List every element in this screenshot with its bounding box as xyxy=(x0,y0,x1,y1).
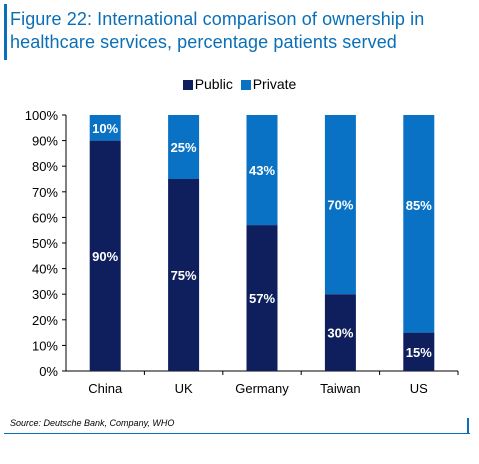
legend-label-public: Public xyxy=(194,76,233,92)
bar-public-us xyxy=(403,332,435,371)
bar-private-taiwan xyxy=(324,115,356,295)
data-label-public-uk: 75% xyxy=(171,268,197,283)
source-note: Source: Deutsche Bank, Company, WHO xyxy=(10,418,175,428)
data-label-public-china: 90% xyxy=(92,249,118,264)
y-tick-label: 90% xyxy=(32,134,58,149)
data-label-public-us: 15% xyxy=(406,345,432,360)
bar-private-germany xyxy=(246,115,278,226)
y-tick-label: 50% xyxy=(32,236,58,251)
footer-accent-tick xyxy=(467,418,469,434)
data-label-public-taiwan: 30% xyxy=(327,326,353,341)
x-category-label: China xyxy=(88,381,123,396)
legend-label-private: Private xyxy=(252,76,297,92)
x-category-label: UK xyxy=(175,381,193,396)
chart-legend: Public Private xyxy=(0,76,479,92)
x-category-label: US xyxy=(410,381,428,396)
legend-swatch-private xyxy=(240,80,251,90)
chart-title-line-1: Figure 22: International comparison of o… xyxy=(10,9,425,29)
title-accent-bar xyxy=(4,4,7,60)
bar-public-uk xyxy=(168,179,200,371)
data-label-private-uk: 25% xyxy=(171,140,197,155)
data-label-private-taiwan: 70% xyxy=(327,198,353,213)
y-tick-label: 0% xyxy=(39,364,58,379)
chart-title: Figure 22: International comparison of o… xyxy=(10,8,470,54)
y-tick-label: 20% xyxy=(32,313,58,328)
x-category-label: Taiwan xyxy=(320,381,360,396)
y-tick-label: 70% xyxy=(32,185,58,200)
bar-public-germany xyxy=(246,225,278,371)
footer-rule xyxy=(4,433,470,434)
bar-private-uk xyxy=(168,115,200,179)
chart-title-line-2: healthcare services, percentage patients… xyxy=(10,32,397,52)
legend-item-public: Public xyxy=(182,76,233,92)
x-category-label: Germany xyxy=(235,381,289,396)
legend-item-private: Private xyxy=(240,76,297,92)
data-label-private-germany: 43% xyxy=(249,163,275,178)
bar-public-taiwan xyxy=(324,294,356,371)
legend-swatch-public xyxy=(182,80,193,90)
bar-private-china xyxy=(89,115,121,141)
bar-public-china xyxy=(89,140,121,371)
data-label-private-us: 85% xyxy=(406,198,432,213)
data-label-public-germany: 57% xyxy=(249,291,275,306)
data-label-private-china: 10% xyxy=(92,121,118,136)
y-tick-label: 40% xyxy=(32,262,58,277)
y-tick-label: 10% xyxy=(32,338,58,353)
y-tick-label: 80% xyxy=(32,159,58,174)
y-tick-label: 100% xyxy=(25,108,59,123)
y-tick-label: 60% xyxy=(32,210,58,225)
bar-private-us xyxy=(403,115,435,333)
y-tick-label: 30% xyxy=(32,287,58,302)
